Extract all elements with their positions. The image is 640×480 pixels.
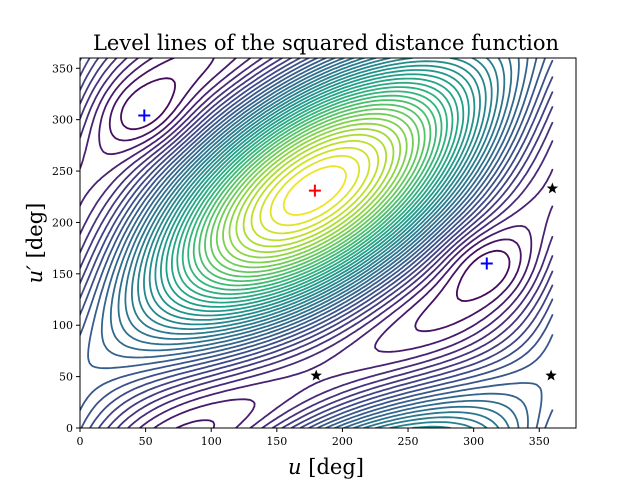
- x-tick-label: 250: [398, 435, 419, 448]
- contour-level-line: [176, 81, 454, 300]
- y-axis-variable: u′: [23, 265, 47, 284]
- minimum-plus-marker: [138, 109, 151, 122]
- saddle-star-marker: [545, 369, 557, 381]
- x-axis-variable: u: [288, 455, 302, 479]
- contour-level-line: [80, 58, 554, 428]
- contour-level-line: [80, 58, 554, 428]
- x-tick-label: 150: [266, 435, 287, 448]
- x-axis-ticks: 0 50 100 150 200 250 300 350: [77, 428, 550, 448]
- contour-level-line: [192, 94, 437, 287]
- contour-level-line: [80, 58, 554, 428]
- saddle-star-marker: [310, 369, 322, 381]
- contour-level-line: [154, 64, 476, 317]
- x-axis-label: u [deg]: [288, 455, 364, 479]
- contour-level-line: [80, 58, 554, 428]
- contour-level-line: [80, 58, 554, 428]
- x-tick-label: 300: [463, 435, 484, 448]
- contour-level-line: [198, 99, 432, 282]
- contour-level-line: [210, 108, 420, 273]
- contour-level-line: [109, 58, 520, 428]
- chart-title: Level lines of the squared distance func…: [93, 31, 559, 55]
- contour-level-line: [148, 60, 481, 321]
- y-tick-label: 250: [52, 165, 73, 178]
- contour-level-line: [282, 165, 347, 216]
- contour-level-line: [120, 77, 511, 302]
- contour-level-line: [259, 146, 371, 235]
- x-tick-label: 0: [77, 435, 84, 448]
- y-axis-label: u′ [deg]: [23, 203, 47, 284]
- contour-level-line: [228, 122, 402, 259]
- y-tick-label: 0: [66, 422, 73, 435]
- contour-level-line: [204, 103, 426, 278]
- y-tick-label: 300: [52, 114, 73, 127]
- contour-level-line: [165, 73, 465, 308]
- contour-lines: [80, 58, 554, 428]
- minimum-plus-marker: [480, 257, 493, 270]
- y-tick-label: 100: [52, 319, 73, 332]
- contour-level-line: [171, 77, 459, 304]
- y-tick-label: 350: [52, 62, 73, 75]
- contour-level-line: [124, 58, 506, 428]
- x-tick-label: 350: [529, 435, 550, 448]
- contour-level-line: [80, 58, 554, 428]
- y-axis-ticks: 0 50 100 150 200 250 300 350: [52, 62, 80, 435]
- x-axis-unit: [deg]: [308, 455, 364, 479]
- y-tick-label: 50: [59, 371, 73, 384]
- contour-level-line: [269, 155, 361, 227]
- y-axis-unit: [deg]: [23, 203, 47, 259]
- y-tick-label: 150: [52, 268, 73, 281]
- critical-point-markers: [138, 109, 559, 381]
- x-tick-label: 100: [201, 435, 222, 448]
- maximum-plus-marker: [308, 184, 321, 197]
- contour-level-line: [187, 90, 443, 291]
- contour-level-line: [222, 117, 408, 264]
- contour-level-line: [181, 86, 448, 295]
- contour-level-line: [80, 58, 554, 428]
- saddle-star-marker: [546, 182, 559, 194]
- plot-frame: [79, 57, 577, 429]
- contour-level-line: [250, 140, 380, 242]
- y-tick-label: 200: [52, 216, 73, 229]
- contour-level-line: [235, 128, 395, 253]
- x-tick-label: 50: [139, 435, 153, 448]
- x-tick-label: 200: [332, 435, 353, 448]
- contour-level-line: [215, 112, 414, 269]
- contour-level-line: [242, 133, 388, 248]
- contour-level-line: [80, 58, 554, 428]
- contour-level-line: [160, 69, 470, 313]
